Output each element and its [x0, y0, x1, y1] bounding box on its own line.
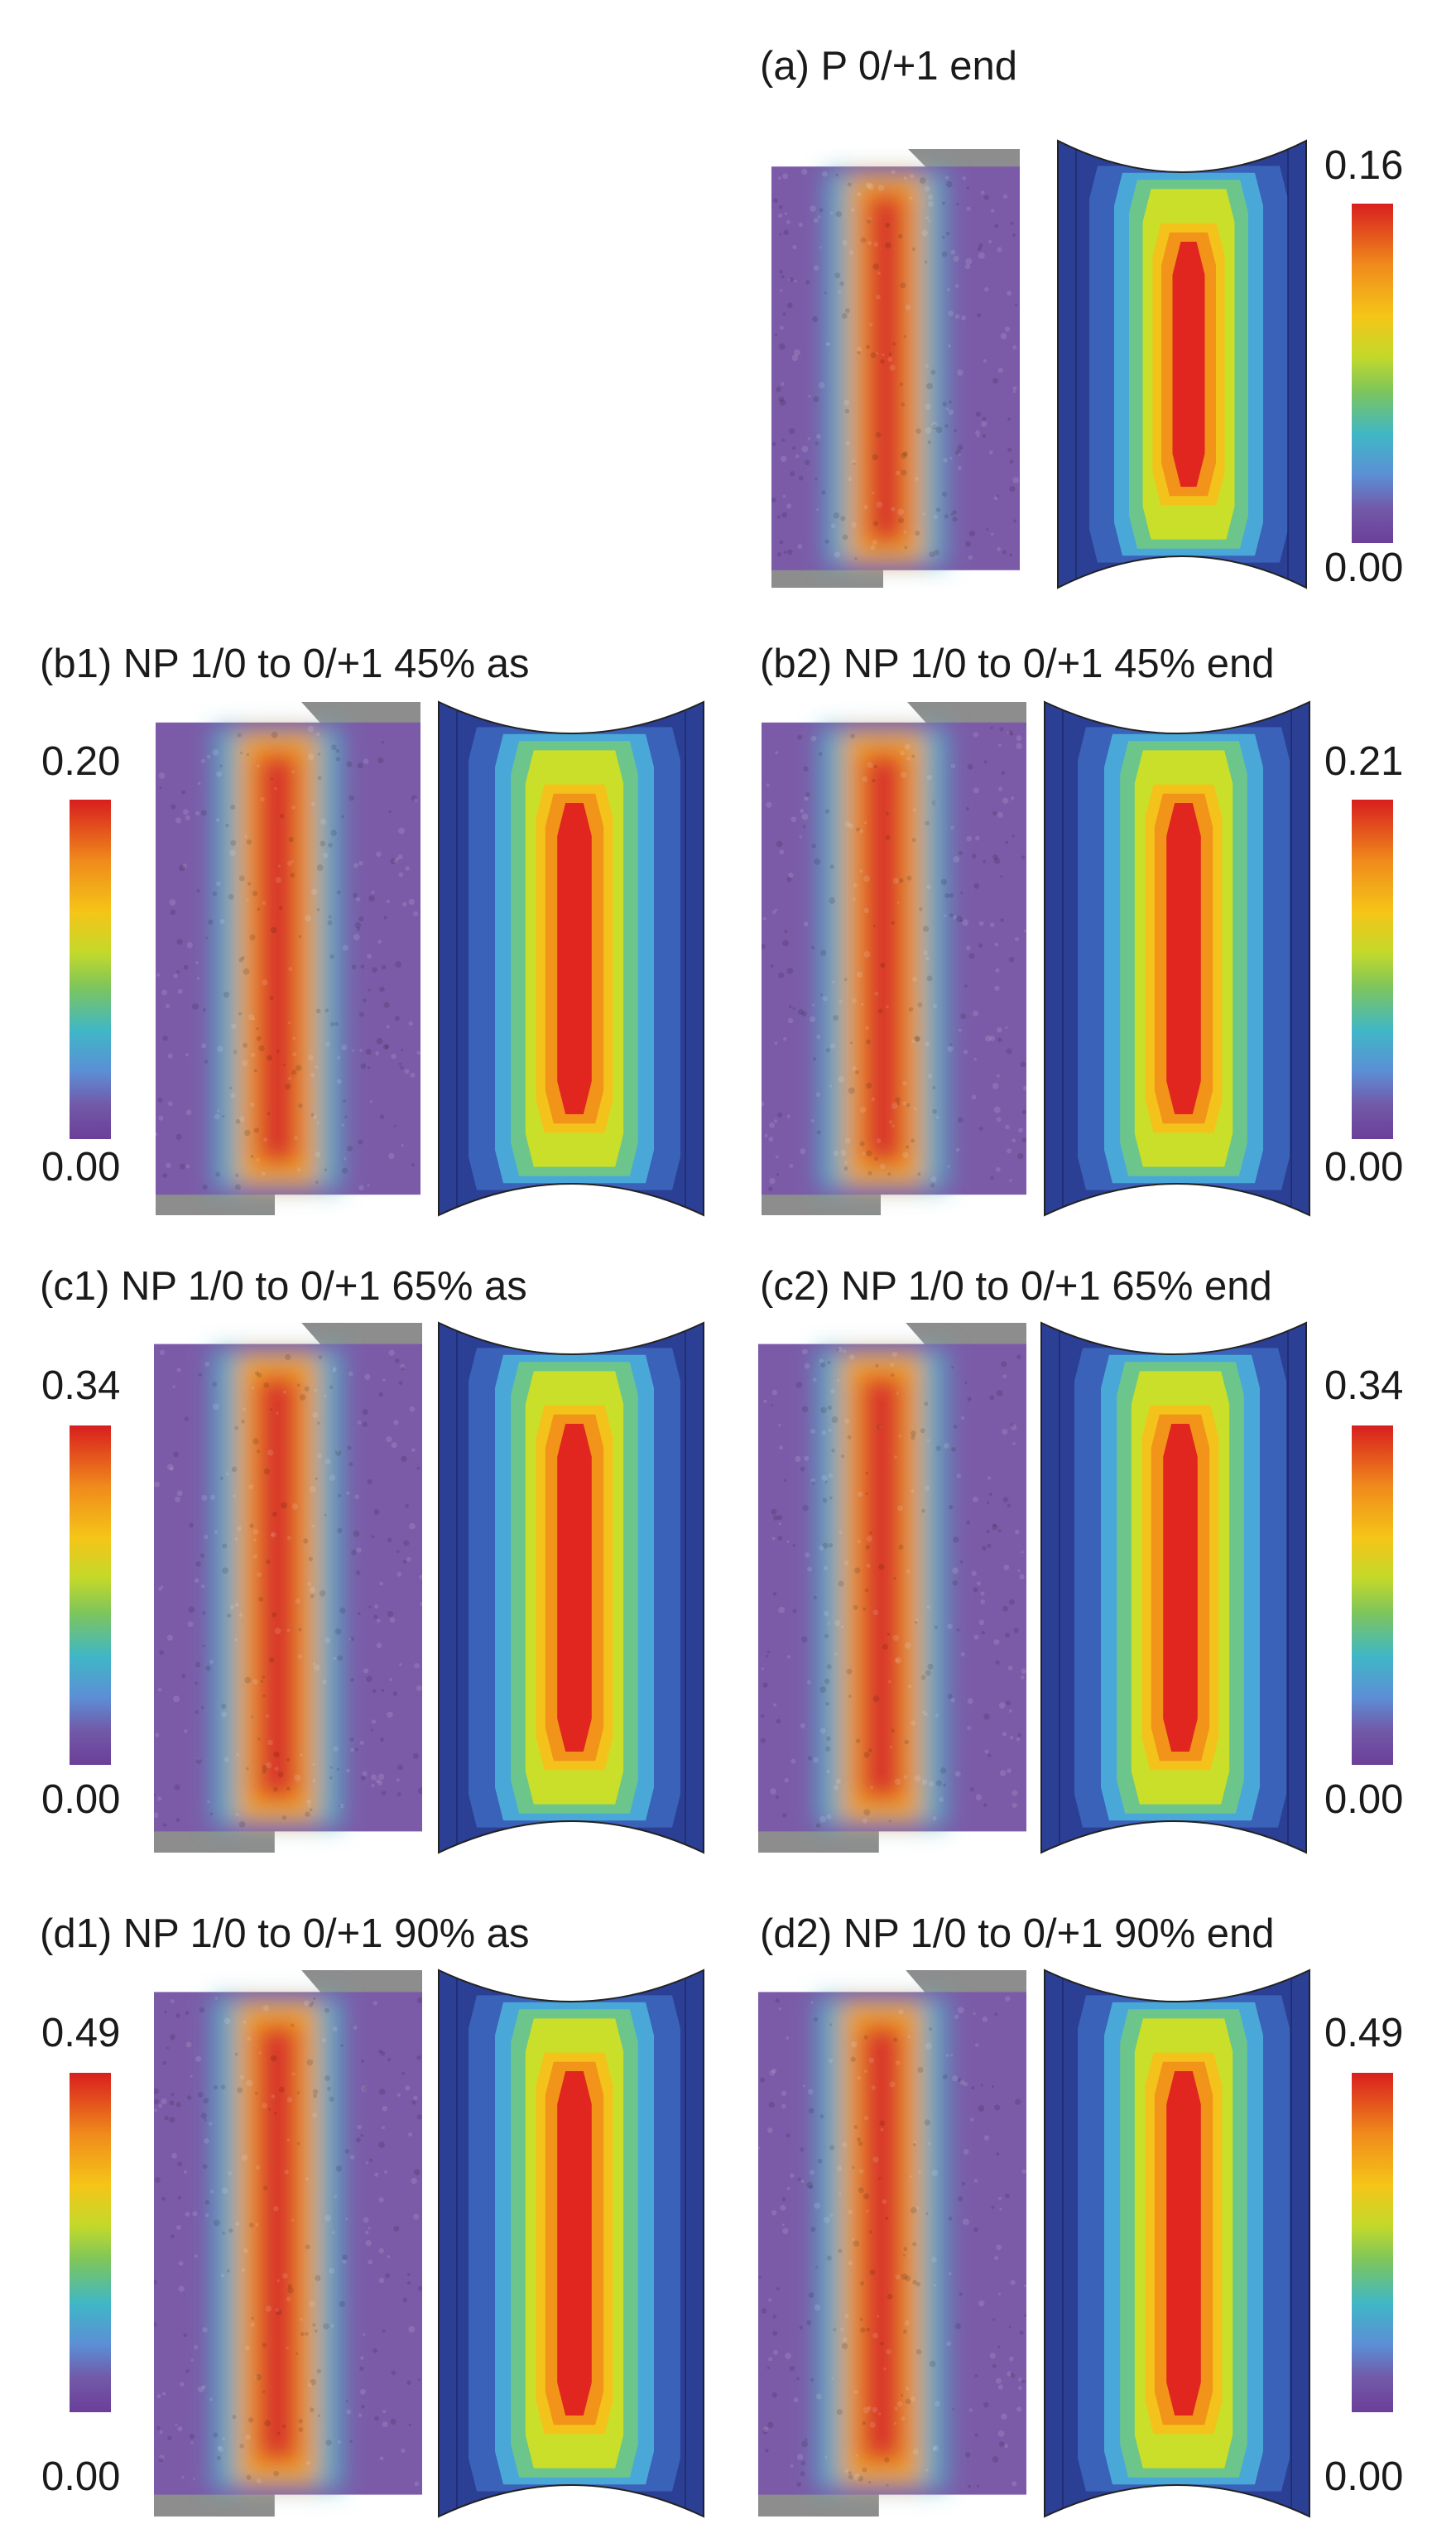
dic-strain-map-b2 — [762, 702, 1026, 1215]
colorbar-max-b2: 0.21 — [1324, 739, 1404, 784]
colorbar-min-b1: 0.00 — [41, 1145, 121, 1190]
colorbar-max-d1: 0.49 — [41, 2011, 121, 2055]
colorbar-max-a: 0.16 — [1324, 143, 1404, 188]
panel-label-b2: (b2) NP 1/0 to 0/+1 45% end — [760, 642, 1275, 686]
colorbar-min-b2: 0.00 — [1324, 1145, 1404, 1190]
colorbar-b1 — [70, 800, 111, 1139]
fem-contour-map-c1 — [438, 1321, 704, 1854]
fem-contour-map-d2 — [1044, 1969, 1310, 2518]
dic-strain-map-d2 — [758, 1970, 1026, 2517]
panel-label-d1: (d1) NP 1/0 to 0/+1 90% as — [40, 1911, 530, 1956]
panel-label-c2: (c2) NP 1/0 to 0/+1 65% end — [760, 1264, 1272, 1309]
dic-strain-map-c1 — [154, 1323, 422, 1853]
colorbar-c2 — [1352, 1425, 1393, 1765]
dic-strain-map-a — [771, 149, 1020, 588]
dic-strain-map-c2 — [758, 1323, 1026, 1853]
fem-contour-map-a — [1057, 139, 1307, 589]
colorbar-max-d2: 0.49 — [1324, 2011, 1404, 2055]
panel-label-a: (a) P 0/+1 end — [760, 44, 1018, 89]
dic-strain-map-d1 — [154, 1970, 422, 2517]
panel-label-b1: (b1) NP 1/0 to 0/+1 45% as — [40, 642, 530, 686]
colorbar-d2 — [1352, 2073, 1393, 2412]
colorbar-d1 — [70, 2073, 111, 2412]
panel-label-d2: (d2) NP 1/0 to 0/+1 90% end — [760, 1911, 1275, 1956]
colorbar-min-c2: 0.00 — [1324, 1777, 1404, 1822]
fem-contour-map-b2 — [1044, 700, 1310, 1217]
panel-label-c1: (c1) NP 1/0 to 0/+1 65% as — [40, 1264, 527, 1309]
colorbar-max-b1: 0.20 — [41, 739, 121, 784]
dic-strain-map-b1 — [156, 702, 420, 1215]
colorbar-a — [1352, 204, 1393, 543]
colorbar-min-c1: 0.00 — [41, 1777, 121, 1822]
fem-contour-map-b1 — [438, 700, 704, 1217]
fem-contour-map-c2 — [1040, 1321, 1307, 1854]
colorbar-min-d1: 0.00 — [41, 2454, 121, 2499]
colorbar-max-c2: 0.34 — [1324, 1363, 1404, 1408]
colorbar-min-a: 0.00 — [1324, 546, 1404, 590]
colorbar-max-c1: 0.34 — [41, 1363, 121, 1408]
colorbar-b2 — [1352, 800, 1393, 1139]
fem-contour-map-d1 — [438, 1969, 704, 2518]
colorbar-min-d2: 0.00 — [1324, 2454, 1404, 2499]
colorbar-c1 — [70, 1425, 111, 1765]
